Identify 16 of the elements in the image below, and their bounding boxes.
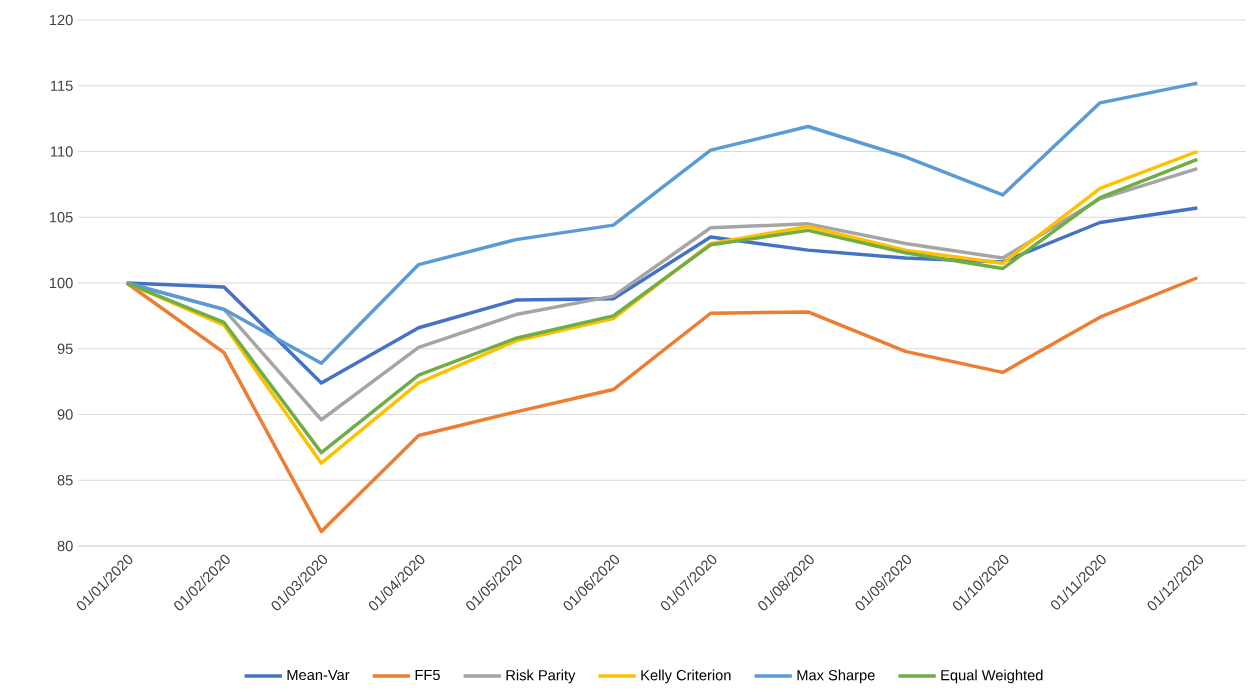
- legend-label: FF5: [415, 669, 440, 681]
- legend-label: Equal Weighted: [941, 669, 1043, 684]
- legend-label: Max Sharpe: [797, 669, 875, 684]
- y-tick-label: 115: [51, 80, 73, 91]
- y-tick-label: 100: [49, 277, 73, 289]
- y-tick-label: 120: [49, 14, 73, 26]
- line-series: [124, 276, 1200, 534]
- legend-label: Risk Parity: [506, 669, 576, 684]
- y-tick-label: 90: [57, 409, 73, 420]
- y-tick-label: 80: [57, 540, 73, 552]
- y-tick-label: 85: [57, 475, 73, 486]
- legend-label: Mean-Var: [287, 669, 350, 681]
- y-tick-label: 95: [57, 343, 73, 354]
- legend-label: Kelly Criterion: [641, 669, 731, 684]
- y-tick-label: 105: [49, 212, 73, 223]
- y-tick-label: 110: [51, 146, 73, 157]
